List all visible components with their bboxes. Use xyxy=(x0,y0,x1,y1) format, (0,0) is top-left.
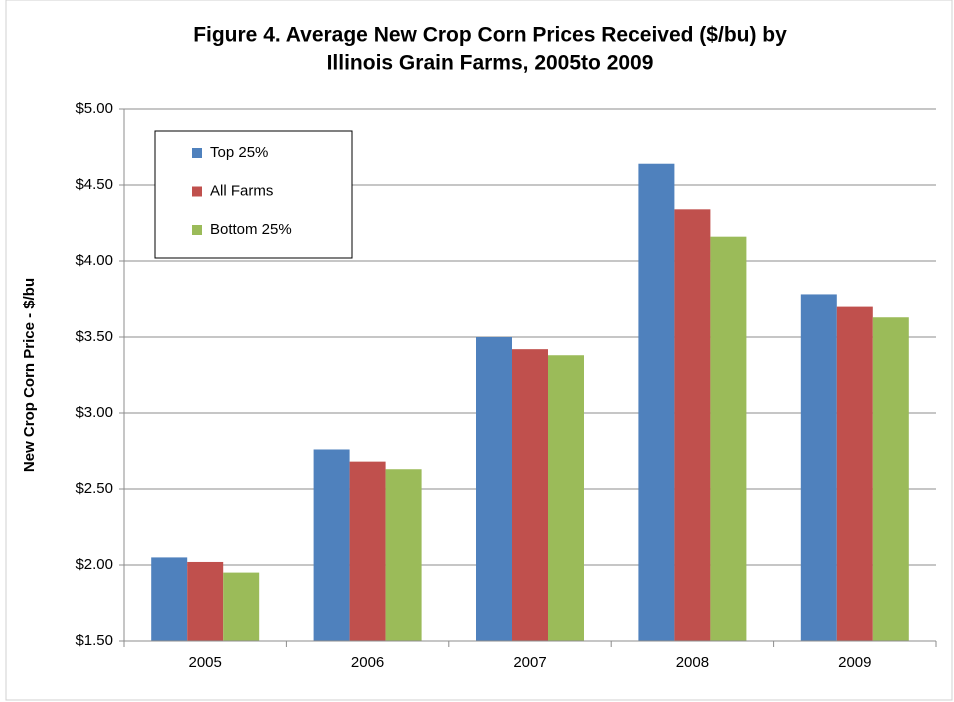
y-tick-label: $3.50 xyxy=(75,328,113,345)
y-tick-label: $2.00 xyxy=(75,556,113,573)
y-tick-label: $3.00 xyxy=(75,404,113,421)
x-tick-label: 2005 xyxy=(189,654,222,671)
y-tick-label: $2.50 xyxy=(75,480,113,497)
chart-title: Illinois Grain Farms, 2005to 2009 xyxy=(327,52,654,75)
bar xyxy=(872,317,909,641)
legend-swatch xyxy=(192,148,202,158)
bar xyxy=(548,355,584,641)
x-tick-label: 2008 xyxy=(676,654,709,671)
bar xyxy=(313,449,350,641)
x-tick-label: 2007 xyxy=(513,654,546,671)
legend-label: Top 25% xyxy=(210,144,268,161)
y-tick-label: $5.00 xyxy=(75,100,113,117)
bar xyxy=(385,469,422,641)
bar xyxy=(674,209,711,641)
legend-label: All Farms xyxy=(210,182,273,199)
legend-swatch xyxy=(192,186,202,197)
bar xyxy=(512,349,548,641)
legend-label: Bottom 25% xyxy=(210,221,292,238)
bar xyxy=(476,337,512,641)
bar xyxy=(638,163,675,641)
chart-title: Figure 4. Average New Crop Corn Prices R… xyxy=(193,24,787,47)
bar xyxy=(223,572,260,641)
legend-box xyxy=(154,130,353,259)
y-tick-label: $1.50 xyxy=(75,632,113,649)
legend-swatch xyxy=(192,225,202,235)
bar xyxy=(836,306,873,641)
x-tick-label: 2006 xyxy=(351,654,384,671)
y-tick-label: $4.00 xyxy=(75,252,113,269)
bar xyxy=(800,294,837,641)
bar xyxy=(710,236,747,641)
y-tick-label: $4.50 xyxy=(75,176,113,193)
bar xyxy=(349,461,386,641)
bar xyxy=(187,561,224,641)
y-axis-label: New Crop Corn Price - $/bu xyxy=(21,278,38,472)
x-tick-label: 2009 xyxy=(838,654,871,671)
bar xyxy=(151,557,188,641)
